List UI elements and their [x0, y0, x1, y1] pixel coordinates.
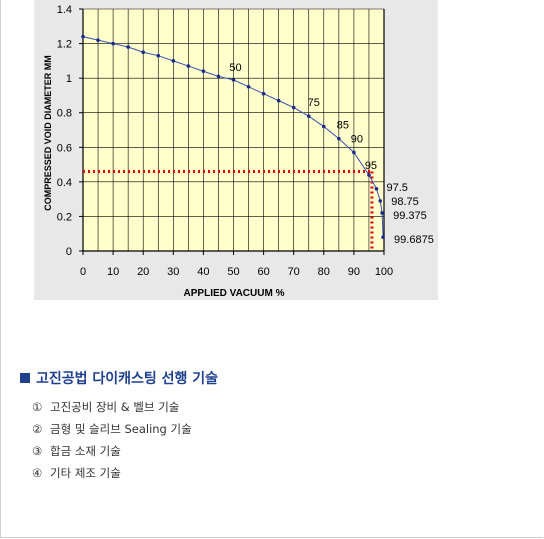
- x-tick-label: 90: [348, 266, 360, 278]
- list-item: ③ 합금 소재 기술: [32, 440, 520, 462]
- data-point: [276, 98, 281, 103]
- point-label: 50: [229, 62, 241, 74]
- vacuum-chart: 0 10 20 30 40 50 60 70 80 90 100 0 0.2 0.4 0.6 0.8 1 1.2 1…: [34, 0, 438, 300]
- square-bullet-icon: [20, 373, 30, 383]
- data-point: [231, 78, 236, 82]
- list-item: ④ 기타 제조 기술: [32, 462, 520, 484]
- tech-section: 고진공법 다이캐스팅 선행 기술 ① 고진공비 장비 & 벨브 기술 ② 금형 …: [20, 369, 520, 484]
- reference-lines: [83, 169, 374, 251]
- x-tick-label: 50: [227, 266, 239, 278]
- data-point: [126, 45, 130, 49]
- x-tick-label: 70: [288, 266, 300, 278]
- point-label: 97.5: [386, 182, 407, 194]
- data-point: [374, 186, 379, 191]
- x-tick-label: 0: [80, 266, 86, 278]
- list-item-text: 기타 제조 기술: [50, 466, 121, 480]
- data-point: [216, 74, 221, 79]
- data-point: [201, 69, 206, 74]
- y-axis-label: COMPRESSED VOID DIAMETER MM: [43, 55, 53, 211]
- y-tick-label: 1.4: [57, 4, 72, 16]
- y-tick-label: 0: [66, 246, 72, 258]
- y-tick-label: 1: [66, 73, 72, 85]
- y-tick-label: 0.6: [57, 142, 72, 154]
- data-point: [96, 38, 100, 42]
- circled-number-3-icon: ③: [32, 444, 43, 458]
- list-item-text: 금형 및 슬리브 Sealing 기술: [50, 422, 192, 436]
- series-line: [82, 36, 384, 238]
- tech-list: ① 고진공비 장비 & 벨브 기술 ② 금형 및 슬리브 Sealing 기술 …: [20, 396, 520, 484]
- section-heading: 고진공법 다이캐스팅 선행 기술: [20, 369, 520, 387]
- x-axis-label: APPLIED VACUUM %: [184, 288, 285, 299]
- data-point: [380, 211, 384, 215]
- x-tick-label: 20: [137, 266, 149, 278]
- data-point: [306, 114, 311, 118]
- point-label: 99.375: [393, 210, 427, 222]
- list-item: ② 금형 및 슬리브 Sealing 기술: [32, 418, 520, 440]
- data-point: [322, 124, 326, 129]
- data-point: [141, 50, 145, 55]
- data-point: [381, 235, 385, 239]
- grid-lines: [82, 8, 385, 252]
- section-title-text: 고진공법 다이캐스팅 선행 기술: [36, 371, 219, 387]
- data-point: [367, 173, 371, 177]
- list-item: ① 고진공비 장비 & 벨브 기술: [32, 396, 520, 418]
- point-label: 85: [337, 120, 349, 132]
- data-point: [337, 136, 341, 141]
- point-label: 90: [351, 133, 363, 145]
- list-item-text: 합금 소재 기술: [50, 444, 121, 458]
- point-label: 99.6875: [394, 234, 434, 246]
- data-point: [171, 59, 176, 63]
- data-point: [81, 34, 85, 39]
- y-tick-label: 0.8: [57, 108, 72, 120]
- data-point: [378, 199, 383, 203]
- circled-number-1-icon: ①: [32, 400, 43, 414]
- x-tick-label: 30: [167, 266, 179, 278]
- data-series: [81, 34, 385, 239]
- list-item-text: 고진공비 장비 & 벨브 기술: [50, 400, 180, 414]
- data-point: [261, 91, 266, 96]
- y-tick-label: 1.2: [57, 39, 72, 51]
- y-tick-label: 0.2: [57, 211, 72, 223]
- x-tick-label: 80: [318, 266, 330, 278]
- y-tick-label: 0.4: [57, 177, 72, 189]
- x-tick-label: 100: [375, 266, 393, 278]
- data-point: [291, 105, 296, 110]
- point-label: 95: [365, 160, 377, 172]
- point-label: 98.75: [391, 196, 419, 208]
- x-tick-label: 10: [107, 266, 119, 278]
- data-point: [246, 84, 251, 89]
- circled-number-2-icon: ②: [32, 422, 43, 436]
- data-point: [111, 41, 115, 46]
- point-label: 75: [308, 97, 320, 109]
- data-point: [186, 64, 191, 68]
- circled-number-4-icon: ④: [32, 466, 43, 480]
- x-tick-label: 40: [197, 266, 209, 278]
- x-tick-label: 60: [257, 266, 269, 278]
- data-point: [352, 150, 356, 155]
- data-point: [156, 53, 161, 58]
- tick-labels: 0 10 20 30 40 50 60 70 80 90 100 0 0.2 0.4 0.6 0.8 1 1.2 1…: [57, 4, 393, 278]
